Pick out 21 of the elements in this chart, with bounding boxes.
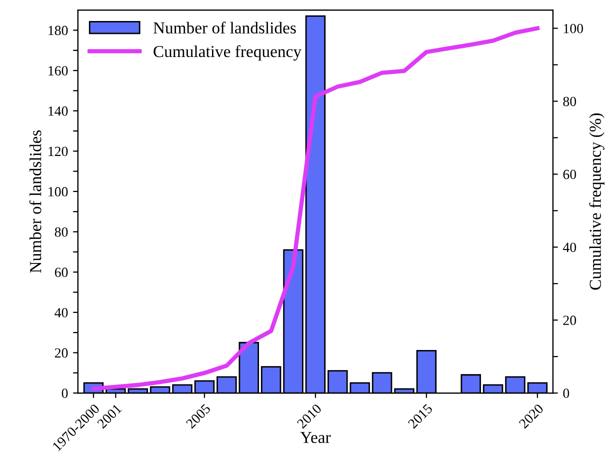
y2-tick-label: 80 <box>563 96 576 106</box>
y-tick-label: 140 <box>48 106 68 116</box>
y2-tick-label: 0 <box>563 388 570 398</box>
legend-label: Cumulative frequency <box>154 45 302 61</box>
y-tick-label: 0 <box>62 388 68 398</box>
y-tick-label: 20 <box>54 348 68 358</box>
y2-tick-label: 100 <box>564 24 583 34</box>
y-tick-label: 60 <box>54 268 68 278</box>
y2-tick-label: 20 <box>563 316 576 326</box>
y-tick-label: 40 <box>54 308 68 318</box>
y-tick-label: 160 <box>48 66 68 76</box>
y-tick-label: 180 <box>48 26 68 36</box>
legend-label: Number of landslides <box>153 22 296 34</box>
y-tick-label: 80 <box>54 227 68 237</box>
y-tick-label: 120 <box>48 146 68 156</box>
y2-tick-label: 40 <box>562 242 576 252</box>
x-axis-title: Year <box>300 432 331 444</box>
y-tick-label: 100 <box>48 187 68 196</box>
y2-axis-title: Cumulative frequency (%) <box>589 113 604 290</box>
y2-tick-label: 60 <box>563 170 576 180</box>
y-axis-title: Number of landslides <box>29 130 42 273</box>
